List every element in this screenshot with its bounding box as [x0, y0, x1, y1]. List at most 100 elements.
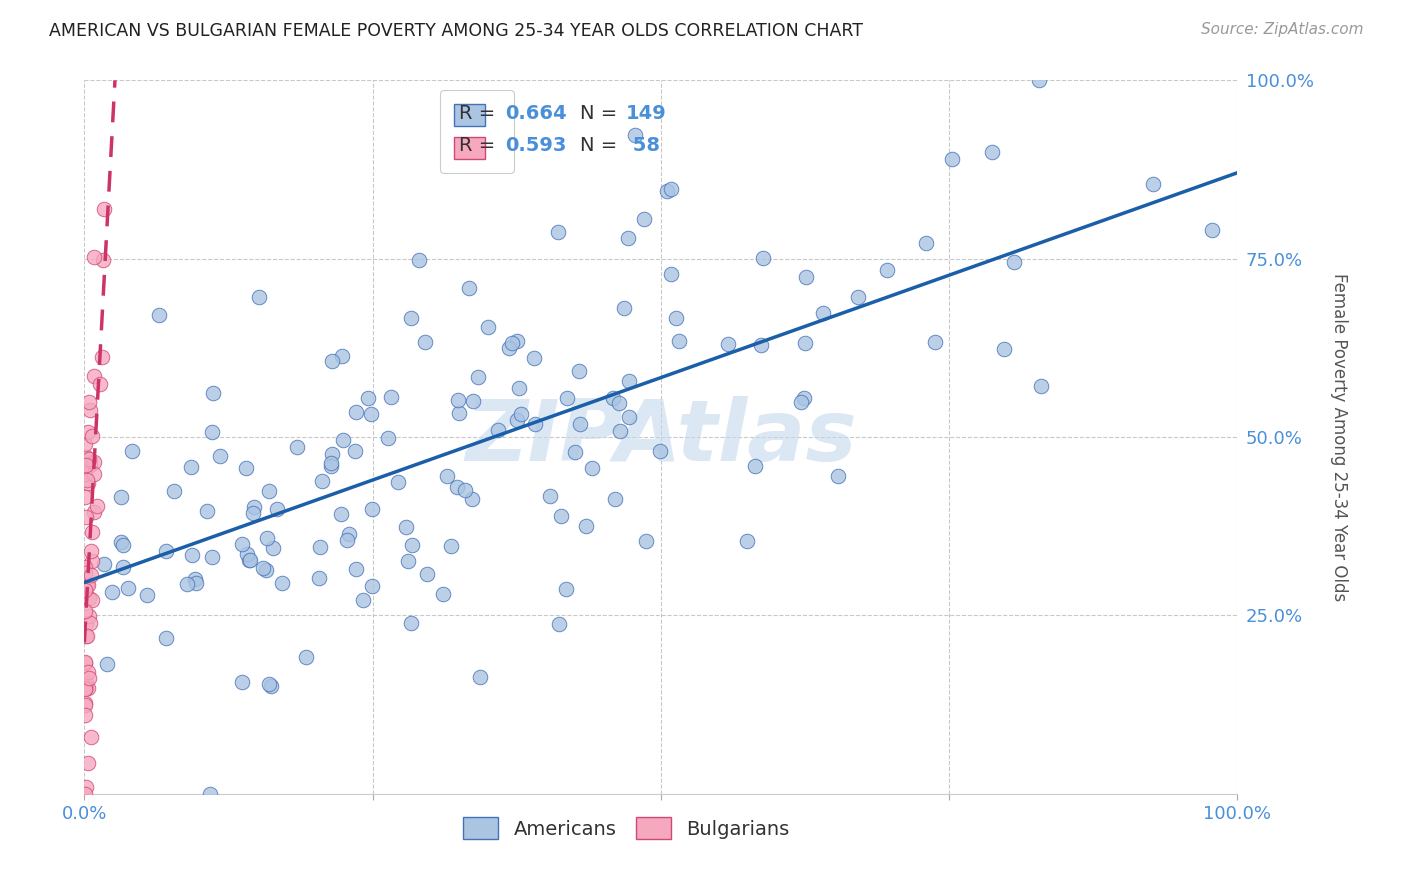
Point	[201, 550, 224, 565]
Point	[243, 500, 266, 515]
Point	[633, 211, 655, 226]
Point	[470, 670, 492, 684]
Point	[262, 541, 284, 556]
Point	[501, 336, 523, 351]
Point	[79, 568, 101, 582]
Point	[575, 519, 598, 533]
Point	[752, 251, 775, 265]
Point	[75, 682, 97, 697]
Point	[201, 425, 224, 440]
Point	[231, 537, 253, 551]
Point	[201, 386, 224, 401]
Text: AMERICAN VS BULGARIAN FEMALE POVERTY AMONG 25-34 YEAR OLDS CORRELATION CHART: AMERICAN VS BULGARIAN FEMALE POVERTY AMO…	[49, 22, 863, 40]
Point	[73, 559, 96, 574]
Point	[581, 460, 603, 475]
Point	[75, 450, 97, 465]
Point	[617, 410, 640, 425]
Point	[75, 787, 97, 801]
Point	[271, 575, 294, 590]
Point	[135, 588, 157, 602]
Point	[80, 592, 103, 607]
Point	[91, 350, 114, 364]
Point	[432, 587, 454, 601]
Point	[93, 253, 115, 268]
Point	[76, 576, 98, 591]
Point	[75, 467, 97, 481]
Point	[96, 657, 118, 672]
Point	[80, 429, 103, 443]
Point	[77, 608, 100, 623]
Point	[75, 566, 97, 580]
Point	[329, 507, 352, 521]
Point	[252, 560, 274, 574]
Point	[749, 337, 772, 351]
Point	[83, 505, 105, 519]
Point	[343, 443, 366, 458]
Point	[184, 575, 207, 590]
Point	[148, 309, 170, 323]
Point	[181, 548, 204, 562]
Point	[80, 524, 103, 539]
Point	[360, 501, 382, 516]
Point	[89, 377, 111, 392]
Text: 58: 58	[626, 136, 661, 155]
Point	[914, 236, 936, 251]
Point	[659, 182, 682, 196]
Point	[236, 547, 259, 561]
Point	[77, 665, 100, 679]
Point	[467, 370, 489, 384]
Point	[75, 616, 97, 631]
Point	[446, 480, 468, 494]
Text: R =: R =	[460, 136, 502, 155]
Point	[75, 509, 97, 524]
Point	[717, 337, 740, 351]
Point	[980, 145, 1002, 160]
Point	[176, 577, 198, 591]
Point	[76, 577, 98, 591]
Point	[505, 334, 527, 349]
Point	[121, 443, 143, 458]
Point	[794, 270, 817, 285]
Point	[337, 526, 360, 541]
Point	[77, 577, 100, 591]
Point	[238, 553, 260, 567]
Point	[86, 500, 108, 514]
Point	[77, 451, 100, 466]
Point	[208, 449, 231, 463]
Point	[285, 440, 308, 454]
Point	[75, 696, 97, 710]
Point	[260, 679, 283, 693]
Point	[76, 473, 98, 487]
Point	[155, 544, 177, 558]
Point	[486, 423, 509, 437]
Point	[308, 571, 330, 585]
Point	[568, 417, 591, 432]
Point	[321, 447, 343, 461]
Point	[665, 311, 688, 326]
Point	[75, 675, 97, 690]
Point	[380, 390, 402, 404]
Point	[73, 708, 96, 723]
Point	[256, 532, 278, 546]
Point	[231, 674, 253, 689]
Point	[394, 520, 416, 534]
Point	[73, 604, 96, 618]
Point	[93, 557, 115, 571]
Point	[617, 231, 640, 245]
Y-axis label: Female Poverty Among 25-34 Year Olds: Female Poverty Among 25-34 Year Olds	[1330, 273, 1348, 601]
Point	[80, 554, 103, 568]
Point	[360, 407, 382, 421]
Point	[602, 391, 624, 405]
Point	[83, 369, 105, 384]
Point	[247, 290, 270, 304]
Point	[75, 437, 97, 451]
Point	[401, 538, 423, 552]
Point	[117, 581, 139, 595]
Point	[461, 492, 484, 507]
Point	[547, 225, 569, 239]
Point	[548, 616, 571, 631]
Point	[319, 456, 342, 470]
Point	[110, 491, 132, 505]
Point	[793, 391, 815, 405]
Point	[257, 484, 280, 499]
